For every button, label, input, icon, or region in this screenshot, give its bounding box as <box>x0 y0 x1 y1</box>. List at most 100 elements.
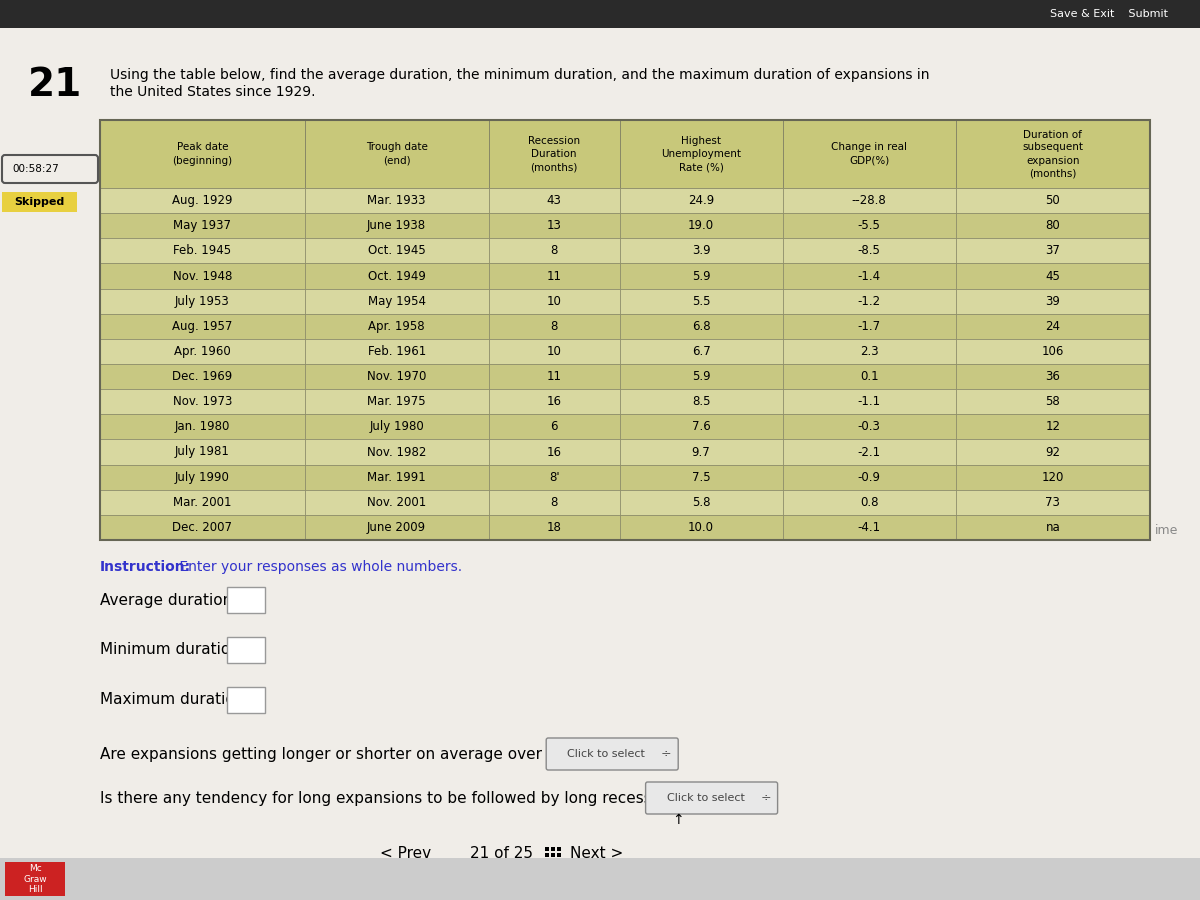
Text: Maximum duration:: Maximum duration: <box>100 692 250 707</box>
Text: Dec. 1969: Dec. 1969 <box>173 370 233 383</box>
Text: --28.8: --28.8 <box>852 194 887 207</box>
Text: -0.3: -0.3 <box>858 420 881 434</box>
Bar <box>619 264 782 289</box>
Text: 43: 43 <box>547 194 562 207</box>
Bar <box>619 120 782 188</box>
Text: Click to select: Click to select <box>667 793 744 803</box>
Text: July 1990: July 1990 <box>175 471 230 483</box>
Text: na: na <box>1045 521 1061 534</box>
Text: 16: 16 <box>547 446 562 458</box>
Text: the United States since 1929.: the United States since 1929. <box>110 85 316 99</box>
Bar <box>955 213 1150 238</box>
Bar <box>551 847 554 851</box>
Bar <box>955 515 1150 540</box>
Bar <box>782 389 955 414</box>
Text: (end): (end) <box>383 156 410 166</box>
Bar <box>782 490 955 515</box>
Bar <box>619 414 782 439</box>
Bar <box>228 687 265 713</box>
Text: Using the table below, find the average duration, the minimum duration, and the : Using the table below, find the average … <box>110 68 930 82</box>
Text: 11: 11 <box>547 269 562 283</box>
Bar <box>100 289 305 314</box>
Bar <box>305 389 488 414</box>
Text: Minimum duration:: Minimum duration: <box>100 643 245 658</box>
Text: Skipped: Skipped <box>14 197 64 207</box>
Bar <box>100 364 305 389</box>
Bar <box>619 314 782 339</box>
Bar <box>488 264 619 289</box>
Text: 73: 73 <box>1045 496 1061 508</box>
Bar <box>782 464 955 490</box>
Text: Nov. 2001: Nov. 2001 <box>367 496 426 508</box>
Text: Aug. 1929: Aug. 1929 <box>172 194 233 207</box>
Bar <box>100 515 305 540</box>
Text: GDP(%): GDP(%) <box>850 156 889 166</box>
Bar <box>619 213 782 238</box>
Bar <box>100 464 305 490</box>
Text: 7.5: 7.5 <box>692 471 710 483</box>
Text: -2.1: -2.1 <box>858 446 881 458</box>
Text: Trough date: Trough date <box>366 142 427 152</box>
Bar <box>619 339 782 364</box>
Text: 5.5: 5.5 <box>692 294 710 308</box>
Text: Nov. 1970: Nov. 1970 <box>367 370 426 383</box>
Bar <box>619 364 782 389</box>
Text: 106: 106 <box>1042 345 1064 358</box>
Text: Nov. 1948: Nov. 1948 <box>173 269 232 283</box>
Bar <box>100 188 305 213</box>
FancyBboxPatch shape <box>646 782 778 814</box>
Bar <box>100 238 305 264</box>
Text: -8.5: -8.5 <box>858 245 881 257</box>
Bar <box>619 464 782 490</box>
Bar <box>305 314 488 339</box>
Bar <box>100 120 1150 540</box>
Text: Highest: Highest <box>682 136 721 146</box>
Text: July 1980: July 1980 <box>370 420 424 434</box>
Text: 18: 18 <box>547 521 562 534</box>
Bar <box>0 858 1200 900</box>
Text: Change in real: Change in real <box>832 142 907 152</box>
Bar <box>557 859 562 863</box>
Text: Are expansions getting longer or shorter on average over time?: Are expansions getting longer or shorter… <box>100 746 589 761</box>
Bar <box>782 339 955 364</box>
Bar <box>100 213 305 238</box>
Bar <box>545 859 550 863</box>
Text: -1.4: -1.4 <box>858 269 881 283</box>
Text: June 2009: June 2009 <box>367 521 426 534</box>
Bar <box>557 847 562 851</box>
Bar <box>488 188 619 213</box>
Text: 24: 24 <box>1045 320 1061 333</box>
Text: Dec. 2007: Dec. 2007 <box>173 521 233 534</box>
Text: Mar. 2001: Mar. 2001 <box>173 496 232 508</box>
Text: Rate (%): Rate (%) <box>679 162 724 172</box>
Bar <box>488 414 619 439</box>
Text: Apr. 1960: Apr. 1960 <box>174 345 230 358</box>
Text: 37: 37 <box>1045 245 1061 257</box>
Text: < Prev: < Prev <box>380 847 431 861</box>
Bar <box>100 120 305 188</box>
Text: July 1981: July 1981 <box>175 446 230 458</box>
Text: 58: 58 <box>1045 395 1061 409</box>
Bar <box>551 859 554 863</box>
Bar <box>782 264 955 289</box>
Text: 80: 80 <box>1045 220 1061 232</box>
Bar <box>305 364 488 389</box>
Text: Mar. 1975: Mar. 1975 <box>367 395 426 409</box>
Text: Mc
Graw
Hill: Mc Graw Hill <box>23 864 47 894</box>
Bar <box>955 289 1150 314</box>
Bar <box>782 414 955 439</box>
Bar <box>228 587 265 613</box>
Text: 45: 45 <box>1045 269 1061 283</box>
Bar <box>619 490 782 515</box>
Text: ↑: ↑ <box>672 813 684 827</box>
Bar <box>2 192 77 212</box>
Text: 8: 8 <box>551 496 558 508</box>
Bar <box>305 289 488 314</box>
Bar <box>488 238 619 264</box>
Text: 10.0: 10.0 <box>688 521 714 534</box>
Text: 36: 36 <box>1045 370 1061 383</box>
Text: 21 of 25: 21 of 25 <box>470 847 533 861</box>
Bar <box>5 862 65 896</box>
Bar <box>955 264 1150 289</box>
Text: 19.0: 19.0 <box>688 220 714 232</box>
